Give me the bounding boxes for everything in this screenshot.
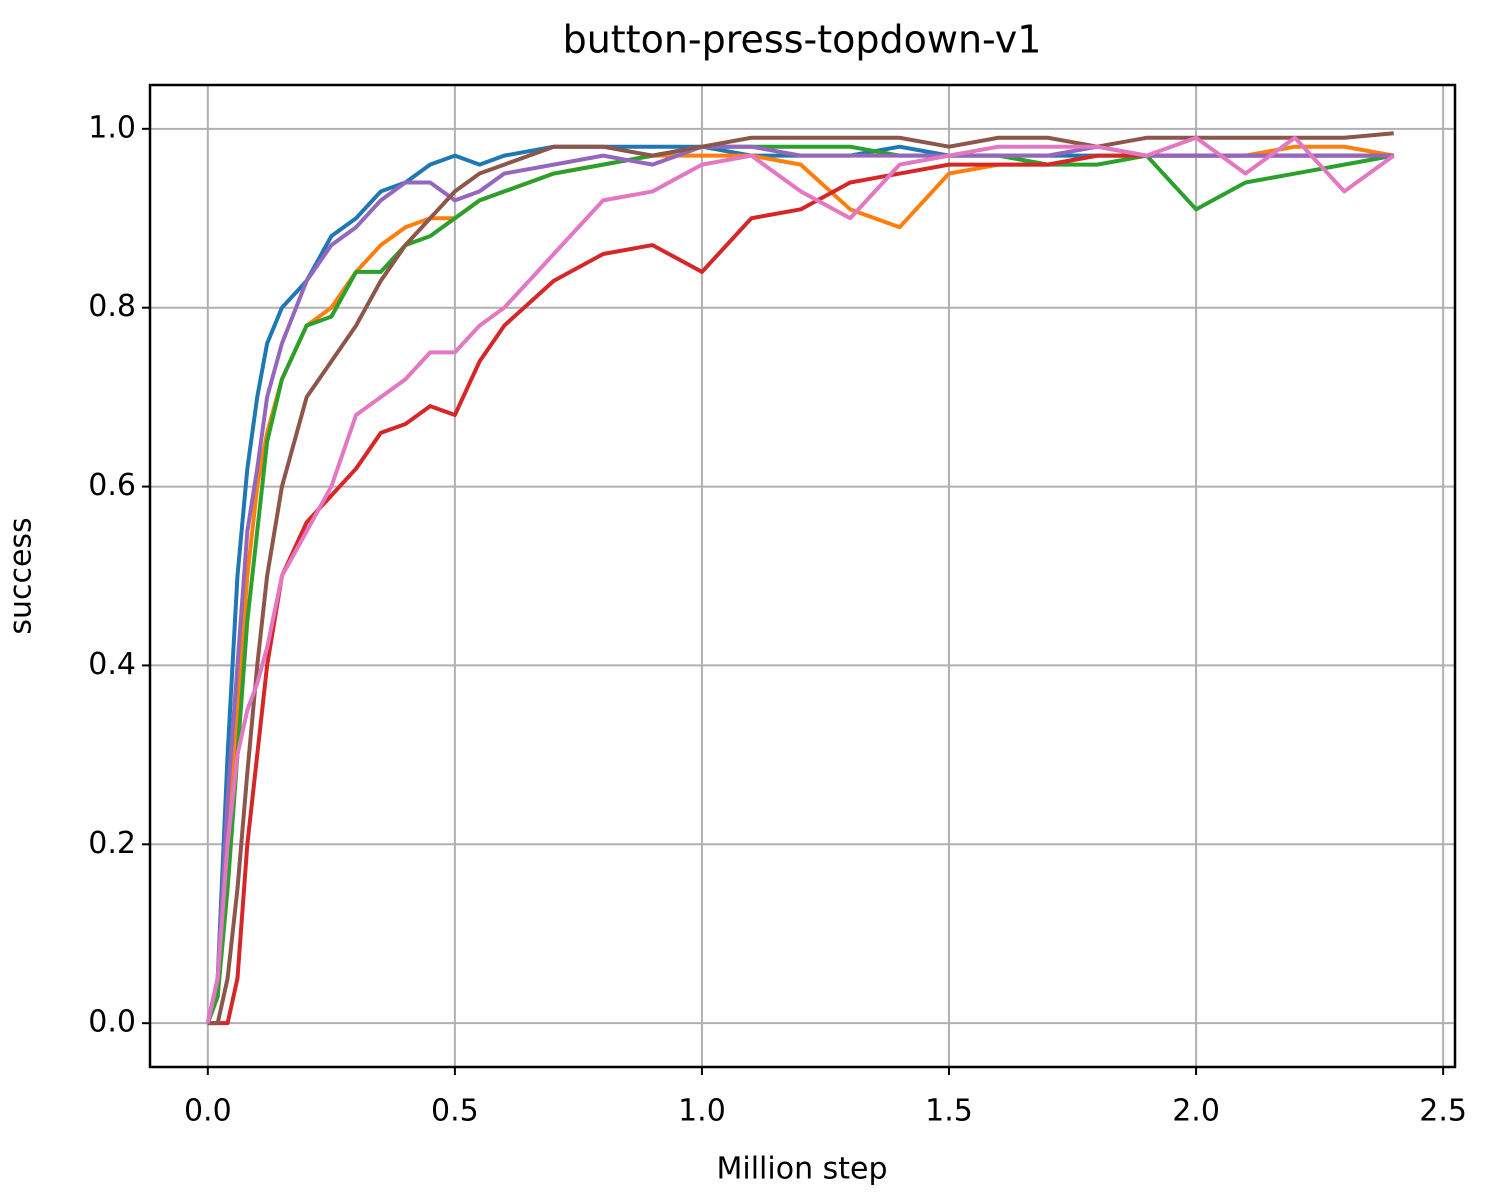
y-tick-label: 1.0 xyxy=(88,110,136,145)
x-tick-label: 1.5 xyxy=(925,1094,973,1129)
series-line xyxy=(207,131,1394,1026)
y-tick-label: 0.4 xyxy=(88,647,136,682)
y-axis-label: success xyxy=(4,517,39,634)
series-line xyxy=(205,144,1395,1024)
x-tick-label: 0.5 xyxy=(431,1094,479,1129)
x-tick-label: 1.0 xyxy=(678,1094,726,1129)
series-line xyxy=(205,135,1395,1024)
y-tick-label: 0.0 xyxy=(88,1005,136,1040)
series-line xyxy=(205,144,1395,1024)
x-tick-label: 2.5 xyxy=(1419,1094,1467,1129)
y-tick-label: 0.6 xyxy=(88,468,136,503)
y-tick-label: 0.2 xyxy=(88,826,136,861)
chart-title: button-press-topdown-v1 xyxy=(563,18,1042,62)
x-tick-label: 0.0 xyxy=(184,1094,232,1129)
x-axis-label: Million step xyxy=(716,1152,887,1187)
plot-area xyxy=(205,131,1395,1026)
axes-frame xyxy=(148,83,1457,1069)
x-tick-label: 2.0 xyxy=(1172,1094,1220,1129)
series-line xyxy=(205,144,1394,1024)
series-line xyxy=(205,144,1394,1024)
series-line xyxy=(207,153,1394,1026)
y-tick-label: 0.8 xyxy=(88,289,136,324)
